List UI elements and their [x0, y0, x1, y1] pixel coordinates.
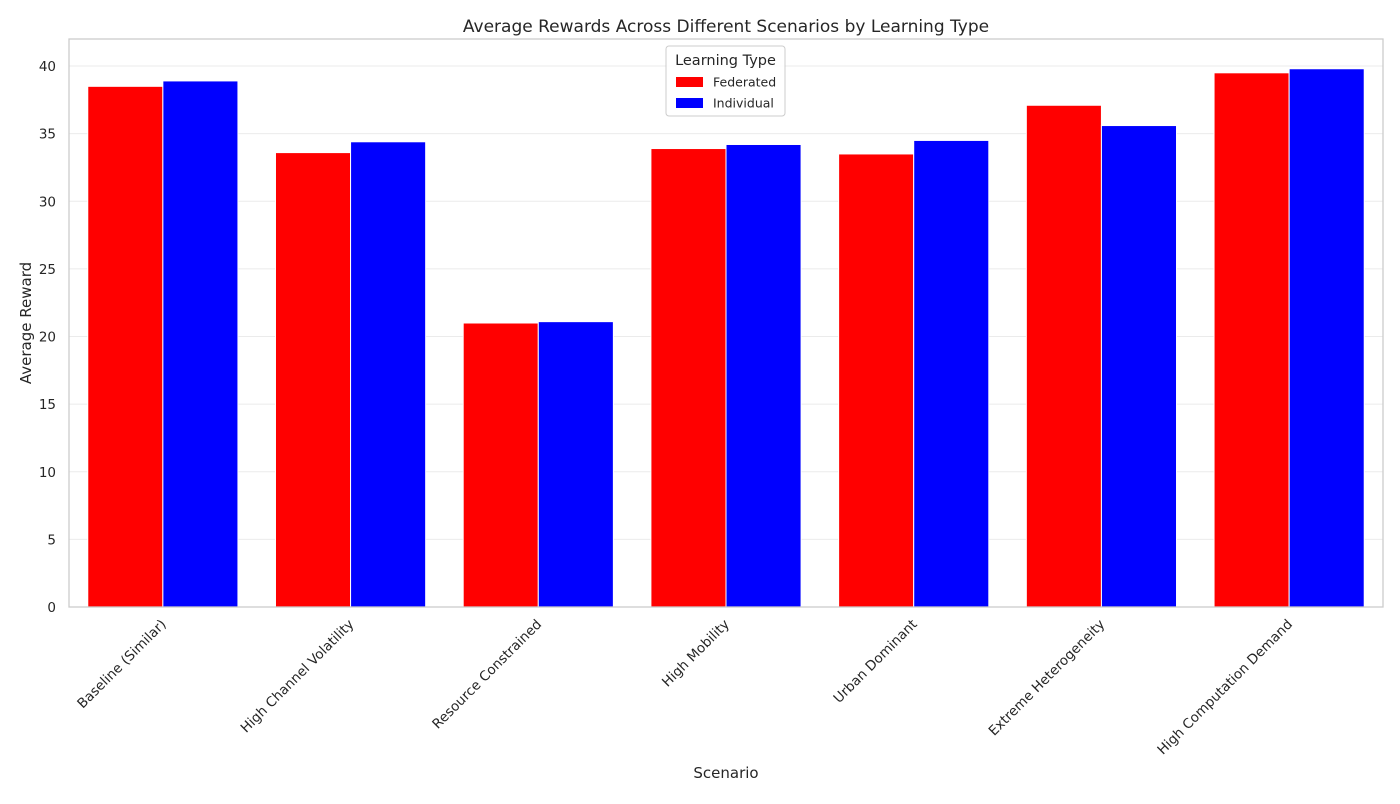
y-tick-label: 10	[39, 465, 56, 481]
plot-frame	[68, 38, 1384, 608]
y-tick-label: 40	[39, 59, 56, 75]
legend-swatch-individual	[676, 98, 703, 108]
y-tick-label: 20	[39, 330, 56, 346]
x-tick-label: Extreme Heterogeneity	[986, 617, 1109, 740]
bar-federated-4	[650, 148, 727, 608]
bar-individual-4	[725, 143, 802, 608]
bar-individual-3	[537, 321, 614, 608]
y-tick-label: 5	[47, 532, 56, 548]
bar-federated-2	[274, 152, 352, 608]
x-axis-label: Scenario	[693, 764, 758, 782]
x-tick-label: High Computation Demand	[1154, 617, 1296, 759]
bar-individual-2	[350, 141, 427, 608]
y-tick-label: 15	[39, 397, 56, 413]
legend-label-federated: Federated	[713, 75, 776, 90]
bar-individual-5	[913, 139, 990, 608]
legend-label-individual: Individual	[713, 96, 774, 111]
x-tick-label: High Mobility	[659, 617, 733, 691]
bar-individual-6	[1100, 125, 1178, 608]
legend-title: Learning Type	[675, 53, 776, 69]
bar-federated-5	[838, 153, 915, 608]
bars	[87, 68, 1365, 608]
bar-individual-1	[162, 80, 239, 608]
x-axis-ticks: Baseline (Similar) High Channel Volatilit…	[74, 617, 1296, 759]
chart-title: Average Rewards Across Different Scenari…	[463, 17, 989, 37]
bar-federated-6	[1025, 104, 1102, 608]
bar-federated-7	[1213, 72, 1290, 608]
bar-federated-3	[462, 322, 539, 608]
x-tick-label: Urban Dominant	[830, 617, 920, 707]
legend-swatch-federated	[676, 77, 703, 87]
legend: Learning Type Federated Individual	[665, 45, 786, 117]
y-axis-ticks: 0 5 10 15 20 25 30 35 40	[39, 59, 56, 616]
x-tick-label: Baseline (Similar)	[74, 617, 169, 712]
x-tick-label: High Channel Volatility	[238, 617, 358, 737]
y-tick-label: 25	[39, 262, 56, 278]
y-tick-label: 35	[39, 127, 56, 143]
y-axis-label: Average Reward	[17, 262, 35, 384]
y-tick-label: 0	[47, 600, 56, 616]
bar-individual-7	[1288, 68, 1365, 608]
y-tick-label: 30	[39, 194, 56, 210]
bar-federated-1	[87, 85, 164, 608]
x-tick-label: Resource Constrained	[429, 617, 545, 733]
